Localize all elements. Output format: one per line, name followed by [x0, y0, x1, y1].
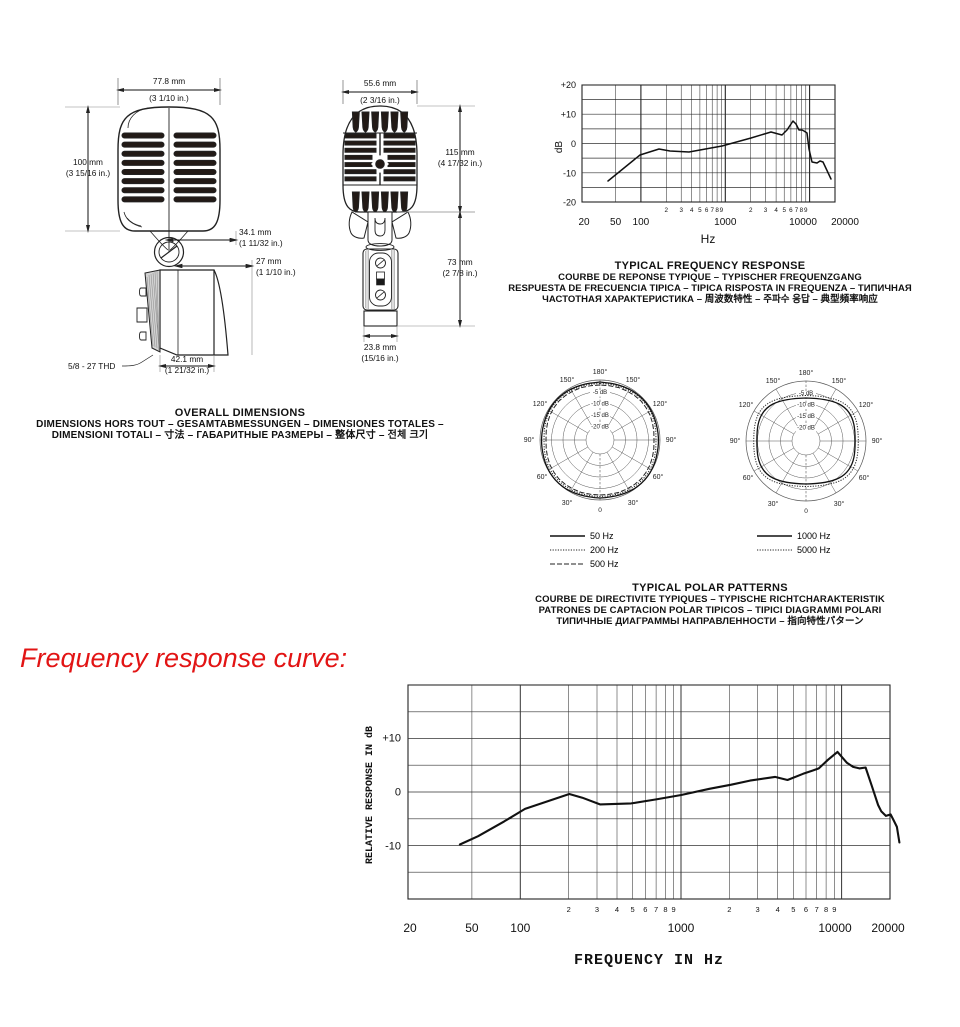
svg-text:200 Hz: 200 Hz	[590, 545, 619, 555]
svg-text:27 mm: 27 mm	[256, 256, 281, 266]
svg-text:8: 8	[663, 905, 667, 914]
svg-text:20000: 20000	[831, 217, 859, 228]
svg-text:6: 6	[643, 905, 647, 914]
svg-text:5: 5	[791, 905, 795, 914]
svg-text:50: 50	[465, 921, 479, 935]
svg-text:3: 3	[595, 905, 599, 914]
svg-text:(1 11/32 in.): (1 11/32 in.)	[239, 238, 283, 248]
svg-text:34.1 mm: 34.1 mm	[239, 227, 271, 237]
svg-text:50 Hz: 50 Hz	[590, 531, 614, 541]
svg-text:100: 100	[510, 921, 530, 935]
svg-text:73 mm: 73 mm	[447, 257, 472, 267]
svg-text:2: 2	[665, 207, 669, 214]
svg-text:(4 17/32 in.): (4 17/32 in.)	[438, 158, 483, 168]
svg-text:7: 7	[654, 905, 658, 914]
svg-text:9: 9	[672, 905, 676, 914]
svg-text:10000: 10000	[818, 921, 852, 935]
svg-text:100: 100	[633, 217, 650, 228]
svg-text:+20: +20	[561, 80, 576, 90]
svg-text:3: 3	[679, 207, 683, 214]
svg-text:(1 21/32 in.): (1 21/32 in.)	[165, 365, 210, 375]
svg-text:4: 4	[776, 905, 780, 914]
svg-text:1000: 1000	[714, 217, 737, 228]
svg-text:20000: 20000	[871, 921, 905, 935]
svg-text:(2 7/8 in.): (2 7/8 in.)	[442, 268, 477, 278]
svg-text:6: 6	[705, 207, 709, 214]
svg-text:6: 6	[789, 207, 793, 214]
svg-text:6: 6	[804, 905, 808, 914]
svg-text:-10: -10	[385, 841, 401, 853]
svg-text:9: 9	[832, 905, 836, 914]
svg-text:(15/16 in.): (15/16 in.)	[361, 353, 399, 363]
svg-text:(2 3/16 in.): (2 3/16 in.)	[360, 95, 400, 105]
svg-text:3: 3	[764, 207, 768, 214]
svg-text:5: 5	[631, 905, 635, 914]
svg-text:115 mm: 115 mm	[445, 147, 474, 157]
svg-text:Hz: Hz	[701, 232, 716, 246]
svg-text:9: 9	[804, 207, 808, 214]
svg-text:(3 15/16 in.): (3 15/16 in.)	[66, 168, 111, 178]
svg-text:2: 2	[749, 207, 753, 214]
svg-text:+10: +10	[382, 733, 401, 745]
svg-text:2: 2	[567, 905, 571, 914]
svg-text:8: 8	[824, 905, 828, 914]
svg-text:dB: dB	[554, 141, 565, 154]
svg-text:FREQUENCY IN Hz: FREQUENCY IN Hz	[574, 952, 724, 969]
svg-text:1000: 1000	[668, 921, 695, 935]
svg-text:500 Hz: 500 Hz	[590, 559, 619, 569]
svg-text:-20: -20	[563, 198, 576, 208]
svg-text:RELATIVE RESPONSE IN dB: RELATIVE RESPONSE IN dB	[364, 726, 376, 864]
svg-text:1000 Hz: 1000 Hz	[797, 531, 831, 541]
svg-text:7: 7	[815, 905, 819, 914]
svg-text:5: 5	[698, 207, 702, 214]
svg-text:-10: -10	[563, 169, 576, 179]
svg-text:8: 8	[800, 207, 804, 214]
svg-text:23.8 mm: 23.8 mm	[364, 342, 396, 352]
svg-text:20: 20	[578, 217, 590, 228]
svg-text:10000: 10000	[789, 217, 817, 228]
svg-text:2: 2	[727, 905, 731, 914]
svg-text:100 mm: 100 mm	[73, 157, 103, 167]
svg-text:55.6 mm: 55.6 mm	[364, 78, 396, 88]
svg-text:4: 4	[774, 207, 778, 214]
svg-text:50: 50	[610, 217, 622, 228]
svg-text:0: 0	[571, 139, 576, 149]
svg-text:7: 7	[710, 207, 714, 214]
svg-text:3: 3	[756, 905, 760, 914]
svg-text:(3 1/10 in.): (3 1/10 in.)	[149, 93, 189, 103]
svg-text:7: 7	[795, 207, 799, 214]
svg-text:5/8 - 27 THD: 5/8 - 27 THD	[68, 361, 115, 371]
svg-text:+10: +10	[561, 110, 576, 120]
svg-text:20: 20	[403, 921, 417, 935]
svg-text:77.8 mm: 77.8 mm	[153, 76, 185, 86]
svg-text:0: 0	[395, 787, 401, 799]
svg-text:4: 4	[615, 905, 619, 914]
svg-text:5000 Hz: 5000 Hz	[797, 545, 831, 555]
svg-text:4: 4	[690, 207, 694, 214]
svg-text:(1 1/10 in.): (1 1/10 in.)	[256, 267, 296, 277]
svg-text:9: 9	[720, 207, 724, 214]
svg-text:5: 5	[782, 207, 786, 214]
svg-text:42.1 mm: 42.1 mm	[171, 354, 203, 364]
